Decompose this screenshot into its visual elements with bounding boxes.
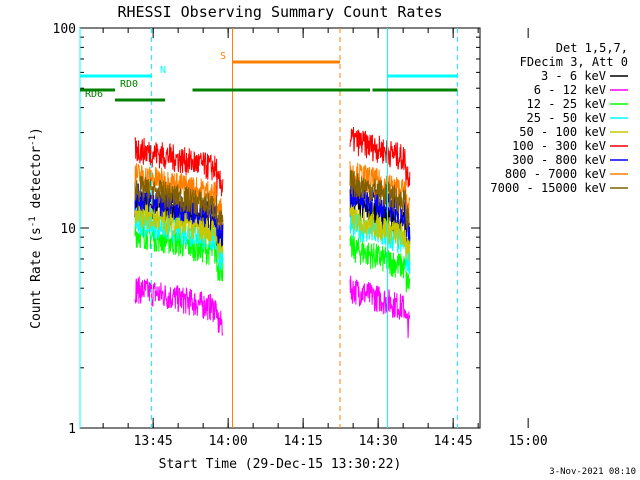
series-trace	[134, 223, 224, 282]
series-6-12-keV	[134, 275, 411, 339]
legend-entry: 12 - 25 keV	[527, 97, 606, 111]
flag-label: RD6	[85, 89, 103, 100]
series-50-100-keV	[134, 200, 411, 262]
legend-entry: 7000 - 15000 keV	[490, 181, 606, 195]
legend-entry: 50 - 100 keV	[519, 125, 606, 139]
y-axis-label-sup1: -1	[28, 216, 38, 227]
legend-header: Det 1,5,7,	[556, 41, 628, 55]
x-axis-label: Start Time (29-Dec-15 13:30:22)	[159, 457, 402, 472]
y-axis-label-sup2: -1	[28, 135, 38, 146]
x-tick-label: 14:15	[284, 434, 323, 449]
flag-label: N	[160, 65, 166, 76]
series-trace	[349, 203, 411, 262]
chart-title: RHESSI Observing Summary Count Rates	[117, 3, 442, 21]
y-tick-label: 100	[53, 22, 76, 37]
legend-entry: 100 - 300 keV	[512, 139, 606, 153]
y-axis-label-mid: detector	[29, 146, 44, 217]
y-tick-label: 10	[60, 222, 76, 237]
series-7000-15000-keV	[134, 169, 411, 232]
legend-entry: 25 - 50 keV	[527, 111, 606, 125]
footer-timestamp: 3-Nov-2021 08:10	[549, 467, 636, 477]
series-100-300-keV	[134, 126, 411, 197]
series-trace	[134, 200, 224, 261]
series-trace	[349, 233, 411, 293]
series-trace	[349, 126, 411, 188]
legend-entry: 300 - 800 keV	[512, 153, 606, 167]
flag-label: S	[220, 51, 226, 62]
legend-header: FDecim 3, Att 0	[520, 55, 628, 69]
x-tick-label: 15:00	[509, 434, 548, 449]
series-trace	[349, 169, 411, 232]
series-trace	[134, 276, 224, 336]
series-trace	[134, 137, 224, 197]
series-trace	[349, 275, 411, 339]
plot-area: 1 10 100 13:45 14:00 14:15 14:30 14:45 15:00 N RD0…	[53, 22, 548, 449]
y-axis-label-end: )	[29, 127, 44, 135]
x-tick-label: 14:00	[209, 434, 248, 449]
y-tick-label: 1	[68, 422, 76, 437]
x-tick-label: 14:30	[359, 434, 398, 449]
legend-entry: 3 - 6 keV	[541, 69, 606, 83]
legend-entry: 6 - 12 keV	[534, 83, 606, 97]
series-trace	[134, 175, 224, 231]
series-12-25-keV	[134, 223, 411, 293]
y-axis-label: Count Rate (s-1 detector-1)	[28, 127, 44, 329]
flag-label: RD0	[120, 79, 138, 90]
legend-entry: 800 - 7000 keV	[505, 167, 606, 181]
y-axis-label-main: Count Rate (s	[29, 227, 44, 329]
x-tick-label: 14:45	[434, 434, 473, 449]
x-tick-label: 13:45	[134, 434, 173, 449]
